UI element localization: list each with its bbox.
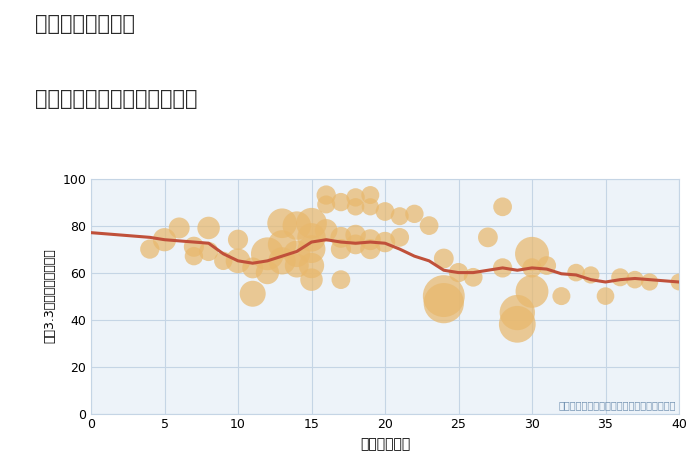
Point <box>306 234 317 241</box>
Point <box>365 203 376 211</box>
Point <box>409 210 420 218</box>
Point <box>144 245 155 253</box>
Point <box>159 236 170 243</box>
Point <box>350 241 361 248</box>
Point <box>379 208 391 215</box>
Point <box>629 276 641 283</box>
Point <box>218 257 229 265</box>
Point <box>188 243 199 251</box>
Y-axis label: 坪（3.3㎡）単価（万円）: 坪（3.3㎡）単価（万円） <box>43 249 57 344</box>
Point <box>394 234 405 241</box>
Point <box>203 224 214 232</box>
Point <box>379 238 391 246</box>
Point <box>174 224 185 232</box>
Point <box>438 255 449 262</box>
Point <box>497 203 508 211</box>
Point <box>644 278 655 286</box>
Point <box>673 278 685 286</box>
Point <box>365 191 376 199</box>
Point <box>526 250 538 258</box>
Point <box>306 262 317 269</box>
Point <box>321 191 332 199</box>
Text: 築年数別中古マンション価格: 築年数別中古マンション価格 <box>35 89 197 110</box>
Point <box>232 236 244 243</box>
Point <box>394 212 405 220</box>
Point <box>453 269 464 276</box>
Point <box>468 274 479 281</box>
Point <box>350 194 361 201</box>
Point <box>350 231 361 239</box>
Point <box>321 201 332 208</box>
Point <box>203 248 214 255</box>
Point <box>306 276 317 283</box>
Point <box>482 234 493 241</box>
Point <box>365 236 376 243</box>
Point <box>306 219 317 227</box>
Point <box>585 271 596 279</box>
Point <box>335 198 346 206</box>
Point <box>512 321 523 328</box>
Point <box>247 290 258 298</box>
Point <box>306 245 317 253</box>
Point <box>541 262 552 269</box>
Text: 奈良県高の原駅の: 奈良県高の原駅の <box>35 14 135 34</box>
Point <box>556 292 567 300</box>
Point <box>291 262 302 269</box>
Point <box>276 257 288 265</box>
X-axis label: 築年数（年）: 築年数（年） <box>360 437 410 451</box>
Point <box>232 257 244 265</box>
Point <box>262 269 273 276</box>
Point <box>247 264 258 272</box>
Point <box>335 276 346 283</box>
Point <box>526 288 538 295</box>
Text: 円の大きさは、取引のあった物件面積を示す: 円の大きさは、取引のあった物件面積を示す <box>559 400 676 410</box>
Point <box>321 227 332 234</box>
Point <box>600 292 611 300</box>
Point <box>497 264 508 272</box>
Point <box>188 252 199 260</box>
Point <box>365 245 376 253</box>
Point <box>424 222 435 229</box>
Point <box>276 219 288 227</box>
Point <box>276 241 288 248</box>
Point <box>512 309 523 316</box>
Point <box>570 269 582 276</box>
Point <box>262 250 273 258</box>
Point <box>335 245 346 253</box>
Point <box>291 250 302 258</box>
Point <box>438 299 449 307</box>
Point <box>291 222 302 229</box>
Point <box>438 292 449 300</box>
Point <box>335 234 346 241</box>
Point <box>615 274 626 281</box>
Point <box>350 203 361 211</box>
Point <box>526 264 538 272</box>
